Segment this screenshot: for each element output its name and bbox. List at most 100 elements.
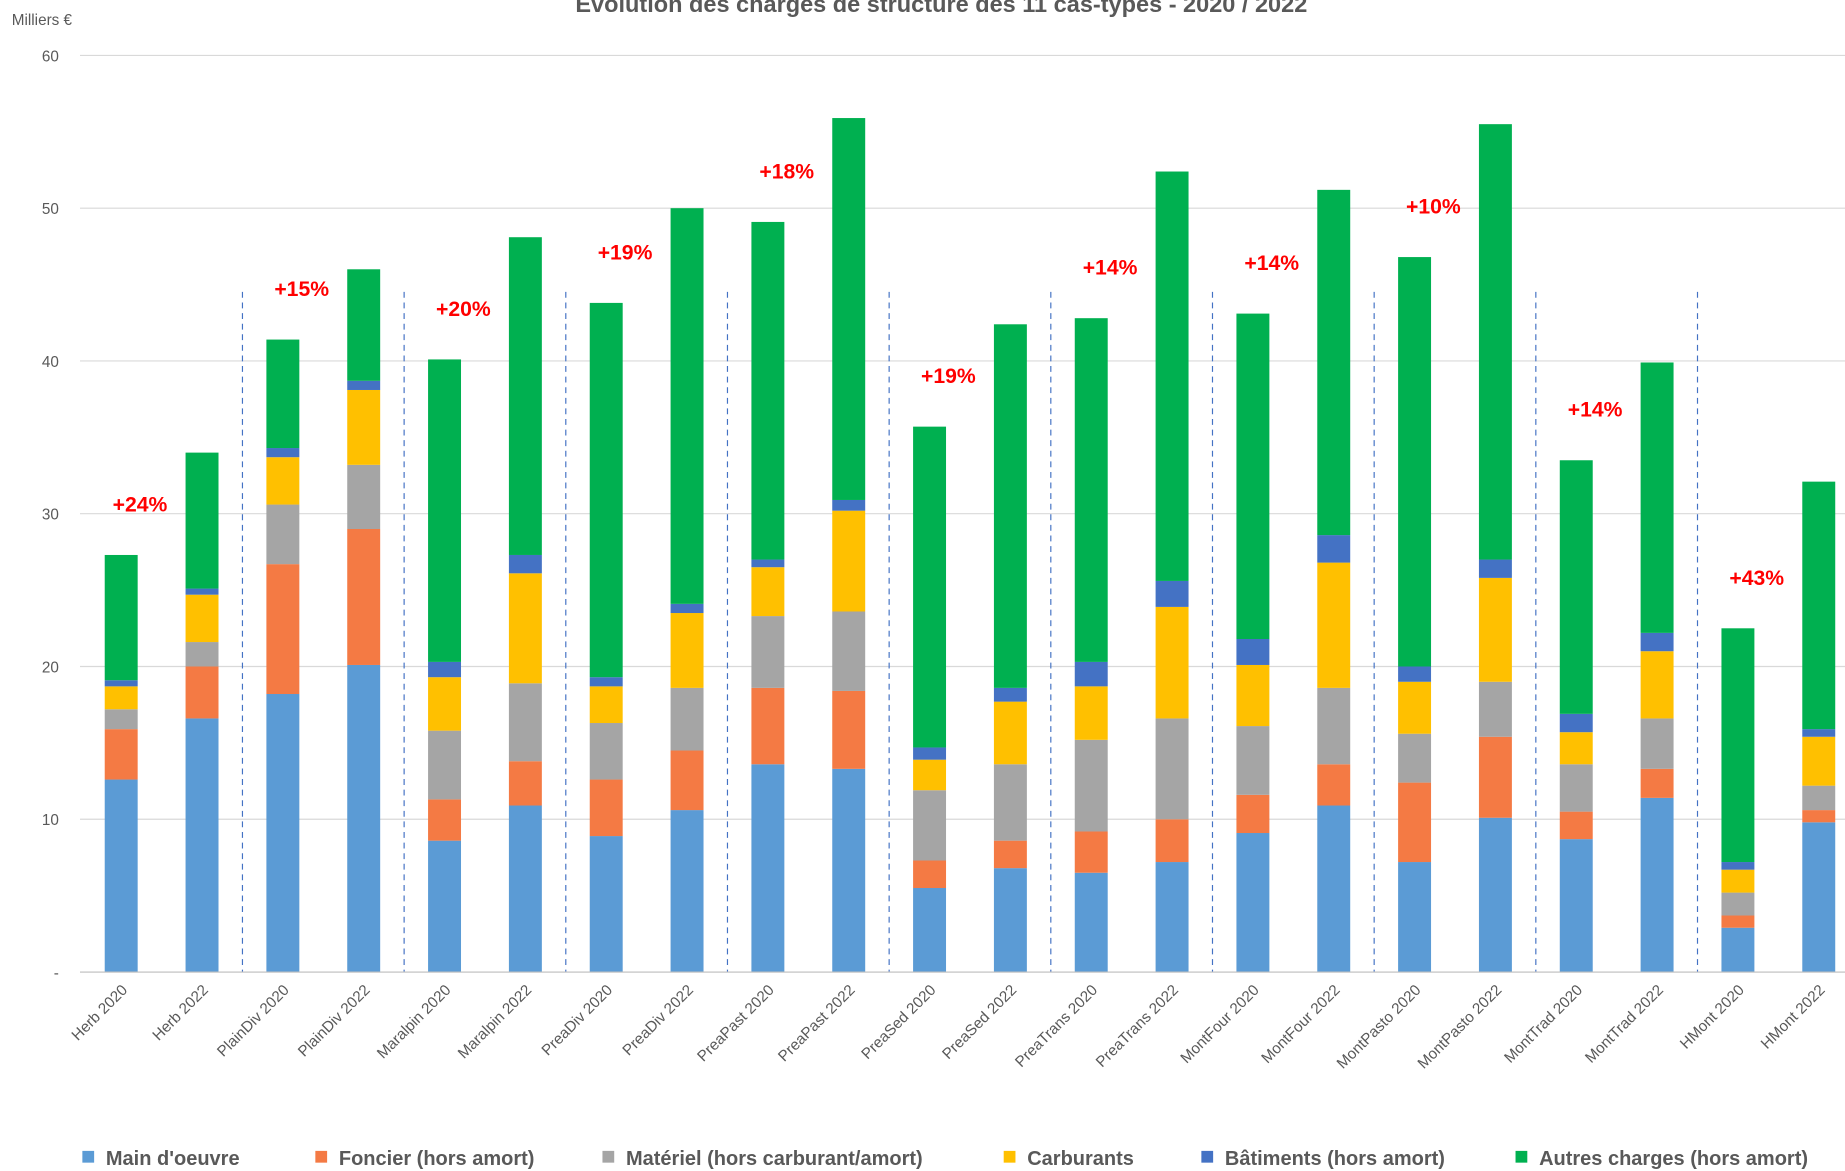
bar-segment — [508, 554, 542, 574]
bar-segment — [1640, 651, 1674, 719]
bar-segment — [913, 747, 947, 760]
bar-segment — [104, 686, 138, 710]
x-tick-label: MontPasto 2020 — [1334, 982, 1425, 1073]
annotation: +14% — [1568, 399, 1623, 422]
annotation: +19% — [598, 241, 653, 264]
bar-segment — [1317, 805, 1351, 973]
bar-segment — [1317, 562, 1351, 688]
y-tick-label: 30 — [42, 507, 59, 524]
y-tick-label: - — [54, 965, 59, 982]
annotation: +14% — [1083, 257, 1138, 280]
x-tick-label: MontTrad 2022 — [1582, 982, 1667, 1067]
bar-segment — [1802, 810, 1836, 823]
x-tick-label: PreaPast 2022 — [775, 982, 859, 1066]
annotation: +24% — [113, 493, 168, 516]
bar-segment — [1155, 606, 1189, 719]
bar-segment — [1721, 915, 1755, 928]
bar-segment — [1317, 764, 1351, 806]
bar-segment — [1478, 736, 1512, 818]
bar-segment — [751, 616, 785, 688]
bar-segment — [104, 779, 138, 973]
bar-segment — [1317, 189, 1351, 536]
bar-segment — [266, 448, 300, 458]
bar-segment — [1074, 831, 1108, 873]
bar-segment — [1236, 313, 1270, 639]
bar-segment — [1640, 362, 1674, 633]
bar-segment — [266, 457, 300, 505]
x-tick-label: PreaTrans 2020 — [1012, 982, 1101, 1071]
bar-segment — [428, 677, 462, 731]
x-tick-label: MontTrad 2020 — [1501, 982, 1586, 1067]
bar-segment — [347, 380, 381, 390]
bar-segment — [670, 208, 704, 604]
y-tick-label: 10 — [42, 812, 59, 829]
bar-segment — [913, 759, 947, 791]
bar-segment — [1802, 822, 1836, 973]
bar-segment — [1155, 580, 1189, 607]
bar-segment — [1802, 785, 1836, 811]
legend-swatch — [1003, 1150, 1016, 1163]
x-tick-label: Maralpin 2022 — [455, 982, 535, 1062]
bar-segment — [589, 779, 623, 837]
bar-segment — [589, 677, 623, 687]
legend-label: Main d'oeuvre — [106, 1148, 240, 1170]
legend-swatch — [315, 1150, 328, 1163]
bar-segment — [347, 664, 381, 973]
bar-segment — [670, 603, 704, 614]
bar-segment — [751, 764, 785, 973]
bar-segment — [1074, 661, 1108, 687]
bar-segment — [1398, 862, 1432, 973]
legend-swatch — [1201, 1150, 1214, 1163]
x-tick-label: PreaTrans 2022 — [1093, 982, 1182, 1071]
bar-segment — [751, 559, 785, 568]
bar-segment — [1640, 718, 1674, 769]
bar-segment — [1155, 718, 1189, 820]
bar-segment — [913, 860, 947, 889]
bar-segment — [185, 452, 219, 589]
bar-segment — [670, 687, 704, 751]
bar-segment — [347, 269, 381, 381]
bar-segment — [1640, 632, 1674, 652]
legend-label: Matériel (hors carburant/amort) — [626, 1148, 923, 1170]
bar-segment — [508, 237, 542, 555]
bar-segment — [428, 799, 462, 841]
x-tick-label: MontPasto 2022 — [1415, 982, 1506, 1073]
bar-segment — [347, 389, 381, 465]
bar-segment — [1559, 764, 1593, 812]
bar-segment — [751, 687, 785, 765]
x-tick-label: PlainDiv 2020 — [214, 982, 293, 1061]
annotation: +43% — [1729, 567, 1784, 590]
x-tick-label: PlainDiv 2022 — [295, 982, 374, 1061]
y-tick-label: 50 — [42, 201, 59, 218]
annotation: +10% — [1406, 196, 1461, 219]
bar-segment — [993, 868, 1027, 973]
x-tick-label: HMont 2022 — [1758, 982, 1829, 1053]
bar-segment — [1236, 833, 1270, 973]
bar-segment — [266, 504, 300, 565]
bar-segment — [832, 499, 866, 511]
bar-segment — [913, 426, 947, 748]
bar-segment — [428, 840, 462, 973]
bar-segment — [428, 359, 462, 662]
bar-segment — [1074, 739, 1108, 832]
x-tick-label: Herb 2022 — [149, 982, 211, 1044]
bar-segment — [185, 642, 219, 667]
bar-segment — [751, 567, 785, 617]
bar-segment — [1721, 628, 1755, 863]
bar-segment — [589, 836, 623, 973]
legend-swatch — [82, 1150, 95, 1163]
bar-segment — [1721, 892, 1755, 916]
bar-segment — [1721, 927, 1755, 973]
x-tick-label: PreaPast 2020 — [694, 982, 778, 1066]
bar-segment — [751, 221, 785, 560]
bar-segment — [832, 690, 866, 769]
bar-segment — [428, 730, 462, 800]
bar-segment — [1559, 811, 1593, 840]
bar-segment — [832, 510, 866, 612]
bar-segment — [508, 761, 542, 806]
bar-segment — [1317, 687, 1351, 765]
bar-segment — [428, 661, 462, 678]
bar-segment — [1478, 577, 1512, 682]
y-tick-label: 60 — [42, 48, 59, 65]
